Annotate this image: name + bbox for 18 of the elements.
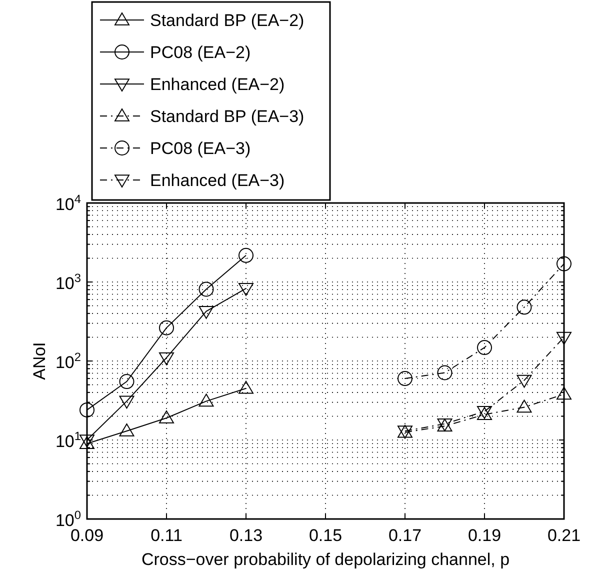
y-tick-label: 10$^{2}$ xyxy=(55,350,82,372)
legend-label: Standard BP (EA−2) xyxy=(150,11,304,30)
x-tick-label: 0.13 xyxy=(229,526,263,545)
x-tick-label: 0.21 xyxy=(547,526,581,545)
legend-label: PC08 (EA−2) xyxy=(150,43,251,62)
x-tick-label: 0.11 xyxy=(150,526,182,545)
x-axis-title: Cross−over probability of depolarizing channel, p xyxy=(141,550,510,569)
x-tick-label: 0.17 xyxy=(388,526,422,545)
y-axis-title: ANoI xyxy=(30,342,49,380)
y-tick-label: 10$^{3}$ xyxy=(55,271,82,293)
legend-label: Enhanced (EA−3) xyxy=(150,171,285,190)
legend-label: Standard BP (EA−3) xyxy=(150,107,304,126)
x-tick-label: 0.15 xyxy=(308,526,342,545)
legend-label: Enhanced (EA−2) xyxy=(150,75,285,94)
y-tick-label: 10$^{4}$ xyxy=(55,192,82,214)
y-tick-label: 10$^{1}$ xyxy=(55,429,82,451)
legend-label: PC08 (EA−3) xyxy=(150,139,251,158)
x-tick-label: 0.19 xyxy=(468,526,502,545)
